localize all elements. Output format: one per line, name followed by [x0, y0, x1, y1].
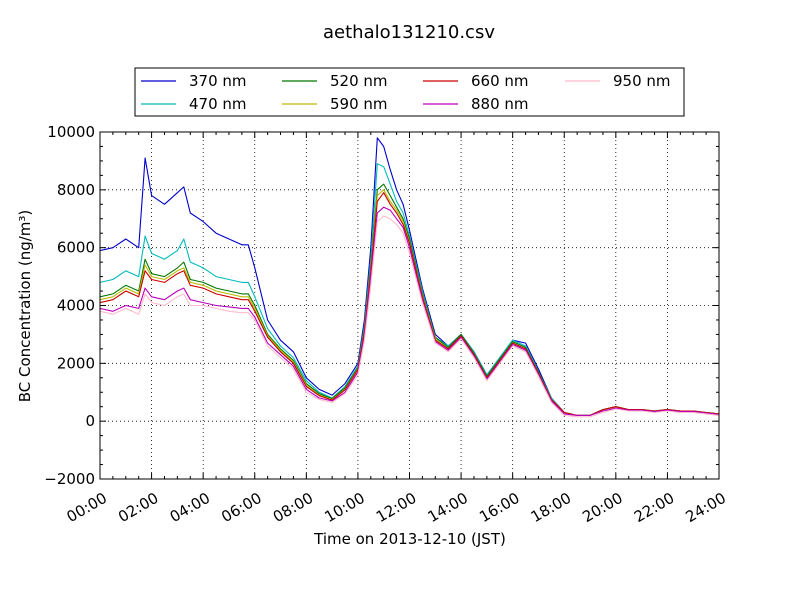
x-tick-label: 06:00: [218, 489, 264, 526]
x-tick-label: 02:00: [115, 489, 161, 526]
x-tick-label: 16:00: [476, 489, 522, 526]
y-tick-label: 0: [85, 412, 95, 430]
chart-title: aethalo131210.csv: [323, 22, 495, 43]
x-tick-label: 12:00: [373, 489, 419, 526]
series-line-470-nm: [100, 163, 719, 416]
legend-entry: 470 nm: [189, 95, 247, 113]
x-tick-label: 18:00: [528, 489, 574, 526]
plot-area: [100, 137, 719, 418]
y-tick-label: 4000: [57, 297, 95, 315]
y-tick-label: 8000: [57, 181, 95, 199]
y-tick-label: 10000: [47, 123, 95, 141]
series-line-590-nm: [100, 189, 719, 416]
x-tick-label: 20:00: [579, 489, 625, 526]
x-tick-label: 14:00: [425, 489, 471, 526]
x-tick-label: 22:00: [631, 489, 677, 526]
y-tick-label: 6000: [57, 239, 95, 257]
x-axis-label: Time on 2013-12-10 (JST): [313, 530, 506, 548]
y-tick-label: 2000: [57, 354, 95, 372]
legend-entry: 520 nm: [330, 72, 388, 90]
x-tick-label: 00:00: [64, 489, 110, 526]
axis-ticks: −2000 0 2000 4000 6000 8000 10000 00:00 02:00 04:…: [44, 123, 729, 526]
y-tick-label: −2000: [44, 470, 95, 488]
legend-entry: 370 nm: [189, 72, 247, 90]
x-tick-label: 10:00: [321, 489, 367, 526]
legend-entry: 660 nm: [471, 72, 529, 90]
y-axis-label: BC Concentration (ng/m³): [16, 210, 34, 403]
series-line-880-nm: [100, 206, 719, 416]
series-line-950-nm: [100, 215, 719, 418]
legend: 370 nm 470 nm 520 nm 590 nm 660 nm 880 nm 950 …: [134, 67, 685, 117]
series-line-660-nm: [100, 192, 719, 416]
legend-entry: 950 nm: [613, 72, 671, 90]
x-tick-label: 24:00: [683, 489, 729, 526]
x-tick-label: 08:00: [270, 489, 316, 526]
legend-entry: 880 nm: [471, 95, 529, 113]
legend-entry: 590 nm: [330, 95, 388, 113]
x-tick-label: 04:00: [167, 489, 213, 526]
legend-frame: [134, 67, 685, 117]
